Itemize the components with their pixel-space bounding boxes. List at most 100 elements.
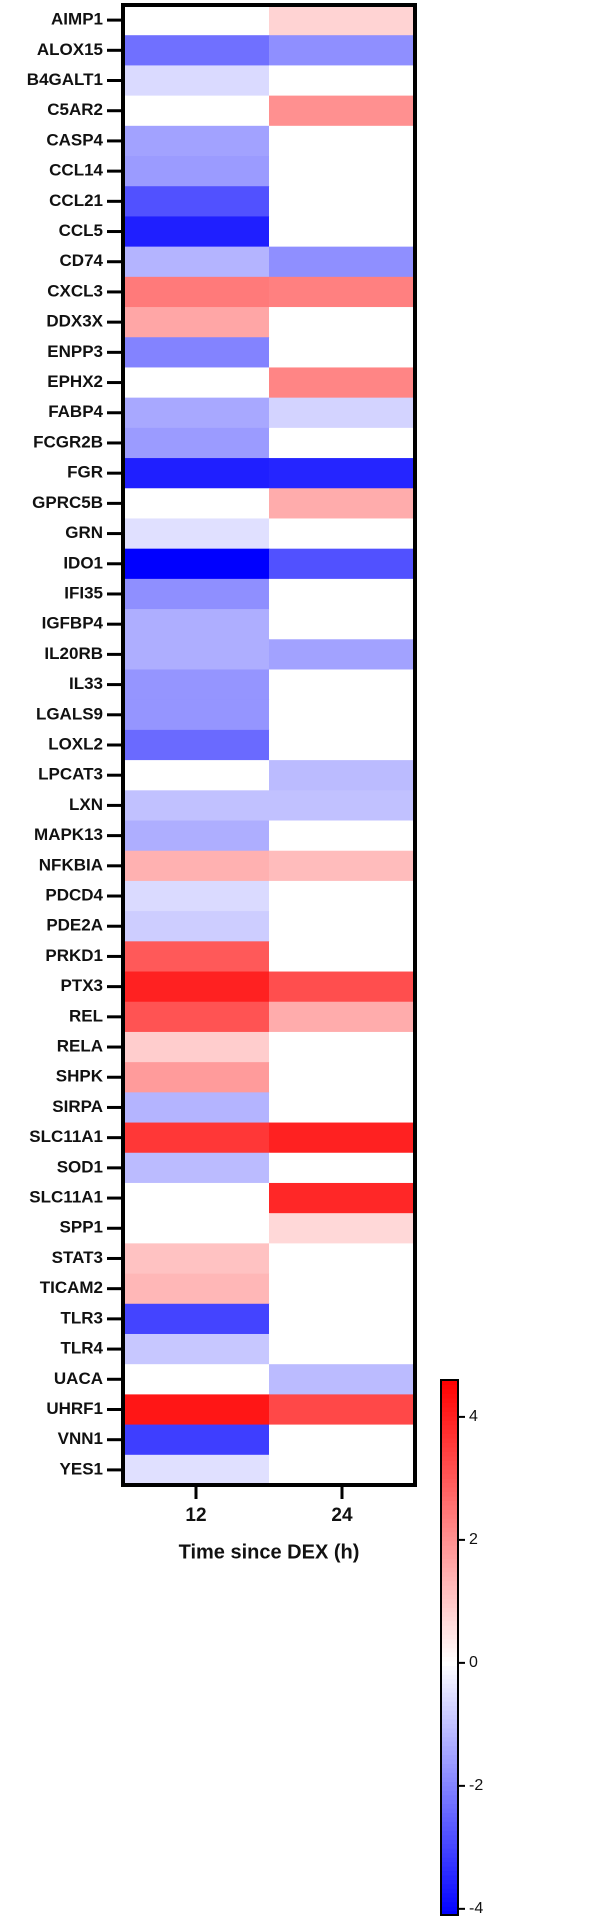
heatmap-cell — [123, 699, 270, 731]
colorbar-segment — [441, 1754, 458, 1760]
heatmap-cell — [123, 1182, 270, 1214]
colorbar-segment — [441, 1803, 458, 1809]
row-label: VNN1 — [58, 1429, 103, 1448]
colorbar-segment — [441, 1857, 458, 1863]
colorbar-segment — [441, 1701, 458, 1707]
colorbar-segment — [441, 1767, 458, 1773]
colorbar-segment — [441, 1402, 458, 1408]
colorbar-segment — [441, 1487, 458, 1493]
colorbar-segment — [441, 1495, 458, 1501]
row-label: SOD1 — [57, 1157, 103, 1176]
colorbar-segment — [441, 1709, 458, 1715]
heatmap-cell — [123, 850, 270, 882]
heatmap-cell — [123, 1031, 270, 1063]
colorbar-segment — [441, 1812, 458, 1818]
colorbar-segment — [441, 1674, 458, 1680]
colorbar-segment — [441, 1776, 458, 1782]
heatmap-cell — [269, 941, 416, 973]
row-label: UHRF1 — [46, 1399, 103, 1418]
heatmap-cell — [123, 911, 270, 942]
row-label: YES1 — [60, 1459, 103, 1478]
heatmap-cell — [269, 427, 416, 459]
heatmap-cell — [269, 971, 416, 1003]
colorbar-segment — [441, 1531, 458, 1537]
heatmap-cell — [123, 609, 270, 640]
heatmap-cell — [269, 1243, 416, 1275]
heatmap-cell — [269, 1001, 416, 1033]
colorbar-segment — [441, 1558, 458, 1564]
row-label: CASP4 — [46, 130, 103, 149]
row-label: REL — [69, 1006, 103, 1025]
colorbar-segment — [441, 1527, 458, 1533]
colorbar-segment — [441, 1580, 458, 1586]
heatmap-cell — [123, 1213, 270, 1244]
heatmap-cell — [123, 1092, 270, 1124]
heatmap-cell — [269, 337, 416, 368]
row-label: FABP4 — [48, 402, 103, 421]
heatmap-cell — [123, 95, 270, 127]
colorbar-segment — [441, 1411, 458, 1417]
colorbar-segment — [441, 1683, 458, 1689]
colorbar-segment — [441, 1634, 458, 1640]
colorbar-segment — [441, 1464, 458, 1470]
colorbar-segment — [441, 1625, 458, 1631]
heatmap-cell — [269, 1092, 416, 1124]
row-label: STAT3 — [52, 1248, 103, 1267]
row-label: TLR3 — [61, 1308, 104, 1327]
heatmap-cell — [123, 35, 270, 66]
colorbar-segment — [441, 1705, 458, 1711]
heatmap-cell — [123, 941, 270, 973]
heatmap-cell — [269, 1333, 416, 1365]
heatmap-cell — [123, 729, 270, 761]
colorbar-segment — [441, 1669, 458, 1675]
colorbar-segment — [441, 1870, 458, 1876]
heatmap-cell — [269, 246, 416, 278]
colorbar-segment — [441, 1750, 458, 1756]
heatmap-cell — [269, 95, 416, 127]
row-label: IL33 — [69, 674, 103, 693]
heatmap-cell — [123, 820, 270, 852]
heatmap-cell — [123, 427, 270, 459]
colorbar-segment — [441, 1380, 458, 1386]
colorbar-segment — [441, 1696, 458, 1702]
colorbar-segment — [441, 1607, 458, 1613]
heatmap-cell — [123, 488, 270, 519]
column-label: 12 — [185, 1505, 206, 1526]
colorbar-segment — [441, 1602, 458, 1608]
colorbar-segment — [441, 1799, 458, 1805]
row-label: ALOX15 — [37, 40, 103, 59]
heatmap-cell — [269, 578, 416, 610]
colorbar-segment — [441, 1816, 458, 1822]
heatmap-cell — [269, 911, 416, 942]
heatmap-cell — [269, 1122, 416, 1154]
colorbar-segment — [441, 1562, 458, 1568]
colorbar-segment — [441, 1745, 458, 1751]
colorbar-segment — [441, 1825, 458, 1831]
colorbar-segment — [441, 1772, 458, 1778]
colorbar-segment — [441, 1500, 458, 1506]
row-label: NFKBIA — [39, 855, 103, 874]
colorbar-segment — [441, 1638, 458, 1644]
colorbar-segment — [441, 1429, 458, 1435]
colorbar-segment — [441, 1897, 458, 1903]
row-label: SHPK — [56, 1067, 104, 1086]
colorbar-segment — [441, 1656, 458, 1662]
x-axis-title: Time since DEX (h) — [179, 1541, 360, 1563]
heatmap-cell — [123, 458, 270, 489]
row-label: CD74 — [60, 251, 104, 270]
row-label: SPP1 — [60, 1218, 103, 1237]
colorbar-segment — [441, 1393, 458, 1399]
colorbar-segment — [441, 1790, 458, 1796]
heatmap-cell — [123, 5, 270, 36]
heatmap-cell — [123, 246, 270, 278]
colorbar-segment — [441, 1424, 458, 1430]
heatmap-cell — [269, 1062, 416, 1093]
heatmap-cell — [269, 216, 416, 248]
colorbar-segment — [441, 1478, 458, 1484]
heatmap-cell — [123, 1424, 270, 1456]
colorbar-segment — [441, 1469, 458, 1475]
heatmap-cell — [123, 760, 270, 791]
colorbar-segment — [441, 1598, 458, 1604]
heatmap-cell — [123, 880, 270, 912]
colorbar-frame — [440, 1379, 459, 1916]
